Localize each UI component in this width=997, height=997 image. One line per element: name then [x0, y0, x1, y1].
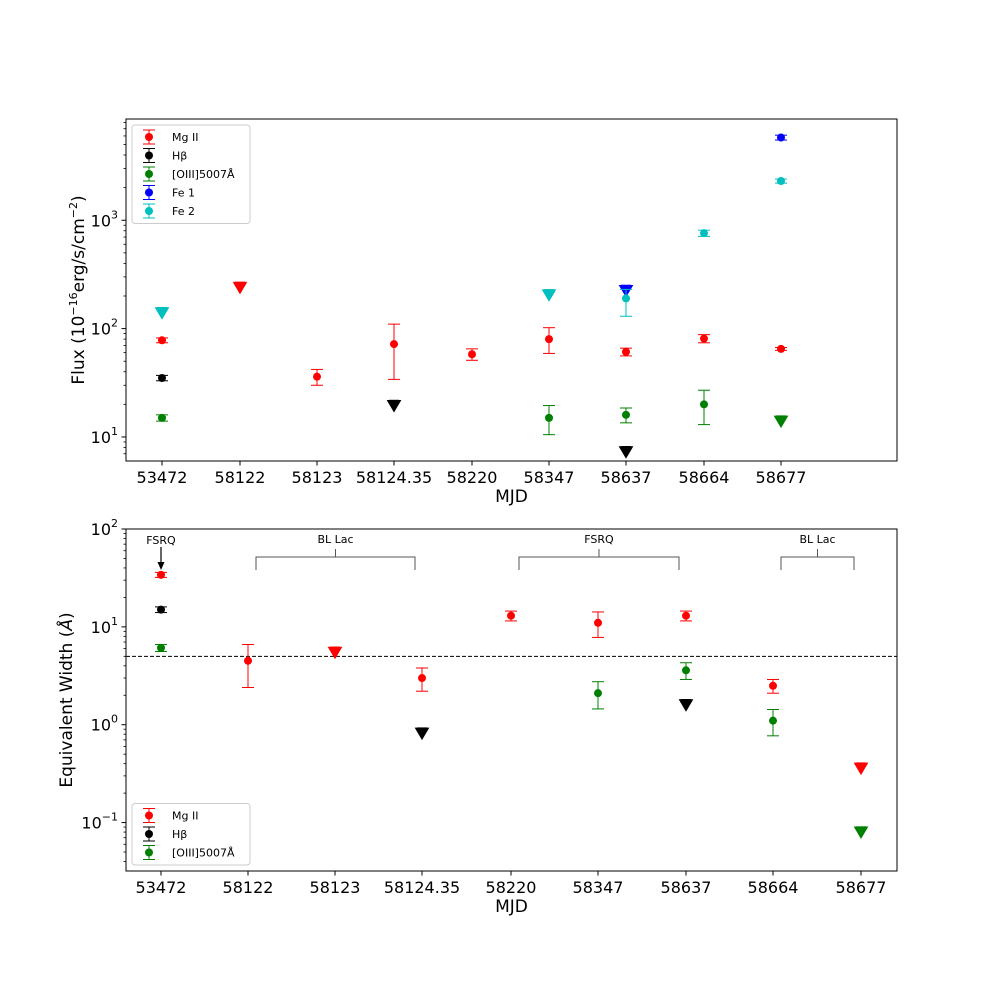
legend-marker — [145, 151, 153, 160]
data-point — [777, 133, 785, 142]
legend-frame — [131, 124, 251, 224]
data-point — [700, 400, 708, 409]
x-tick-label: 58664 — [679, 468, 730, 487]
x-tick-label: 53472 — [136, 878, 187, 897]
flux-panel: 101 102 103 53472 58122 58123 58124.35 58220 583… — [67, 118, 898, 507]
data-point — [545, 413, 553, 422]
x-axis-title: MJD — [495, 897, 528, 917]
class-arrow-head — [157, 562, 165, 570]
y-tick-label: 100 — [91, 713, 118, 735]
legend-frame — [131, 803, 251, 866]
x-tick-label: 58677 — [836, 878, 887, 897]
legend-label: Mg II — [172, 810, 198, 823]
legend-marker — [145, 207, 153, 215]
x-tick-label: 58124.35 — [356, 468, 432, 487]
legend-label: Mg II — [172, 131, 198, 144]
x-tick-label: 58347 — [524, 468, 575, 487]
legend-marker — [145, 170, 153, 178]
legend: Mg II Hβ [OIII]5007Å — [131, 803, 251, 866]
legend-marker — [145, 848, 153, 857]
y-tick-label: 101 — [91, 615, 118, 637]
x-tick-label: 53472 — [137, 468, 188, 487]
series-group — [155, 570, 869, 776]
data-point — [622, 294, 630, 303]
data-point — [700, 334, 708, 343]
series-group — [156, 389, 789, 436]
y-tick-label: 103 — [91, 208, 118, 230]
data-point — [682, 611, 690, 620]
legend-label: [OIII]5007Å — [172, 168, 235, 181]
series-group — [155, 643, 869, 840]
data-point — [594, 689, 602, 698]
data-point — [682, 666, 690, 675]
class-label: FSRQ — [146, 534, 176, 547]
series-group — [156, 374, 634, 459]
data-point — [777, 344, 785, 353]
data-point — [158, 374, 166, 383]
x-tick-label: 58347 — [573, 878, 624, 897]
data-point — [545, 335, 553, 344]
class-bracket — [780, 549, 855, 570]
data-point — [769, 716, 777, 725]
equivalent-width-panel: 10−1 100 101 102 53472 58122 58123 58124.35 5822… — [55, 517, 898, 917]
data-point — [390, 340, 398, 349]
data-point — [777, 177, 785, 186]
series-group — [154, 177, 787, 320]
data-point — [700, 229, 708, 238]
x-tick-label: 58664 — [748, 878, 799, 897]
class-bracket — [255, 549, 416, 570]
legend-marker — [145, 133, 153, 141]
y-axis-title: Equivalent Width (Å) — [55, 612, 77, 787]
data-point — [622, 347, 630, 356]
data-point — [507, 611, 515, 620]
data-point — [157, 605, 165, 614]
x-tick-label: 58220 — [447, 468, 498, 487]
x-tick-label: 58677 — [756, 468, 807, 487]
x-tick-label: 58123 — [292, 468, 343, 487]
series-group — [155, 605, 694, 741]
legend-label: [OIII]5007Å — [172, 847, 235, 860]
x-tick-label: 58122 — [215, 468, 266, 487]
legend-label: Fe 2 — [172, 205, 195, 218]
x-tick-label: 58637 — [601, 468, 652, 487]
data-point — [158, 336, 166, 345]
y-axis-title: Flux (10−16erg/s/cm−2) — [67, 195, 89, 384]
data-point — [244, 656, 252, 665]
data-point — [769, 681, 777, 690]
x-tick-label: 58637 — [661, 878, 712, 897]
legend-label: Fe 1 — [172, 187, 195, 200]
x-tick-label: 58220 — [486, 878, 537, 897]
data-point — [158, 413, 166, 422]
class-label: FSRQ — [584, 533, 614, 546]
series-group — [156, 281, 787, 386]
class-bracket — [518, 549, 680, 570]
x-tick-label: 58123 — [310, 878, 361, 897]
x-axis-title: MJD — [495, 487, 528, 507]
data-point — [622, 410, 630, 419]
data-point — [594, 618, 602, 627]
legend-marker — [145, 811, 153, 820]
legend-marker — [145, 830, 153, 838]
x-tick-label: 58122 — [223, 878, 274, 897]
data-point — [313, 372, 321, 381]
data-point — [157, 643, 165, 652]
legend-label: Hβ — [172, 828, 187, 841]
y-tick-label: 102 — [91, 317, 118, 339]
data-point — [468, 350, 476, 359]
data-point — [418, 674, 426, 683]
class-label: BL Lac — [799, 533, 835, 546]
plot-frame — [125, 118, 898, 462]
legend-label: Hβ — [172, 150, 187, 163]
class-label: BL Lac — [317, 533, 353, 546]
legend: Mg II Hβ [OIII]5007Å Fe 1 Fe 2 — [131, 124, 251, 224]
y-tick-label: 101 — [91, 425, 118, 447]
x-tick-label: 58124.35 — [384, 878, 460, 897]
y-tick-label: 102 — [91, 517, 118, 539]
legend-marker — [145, 188, 153, 197]
y-tick-label: 10−1 — [81, 811, 118, 833]
data-point — [157, 570, 165, 579]
